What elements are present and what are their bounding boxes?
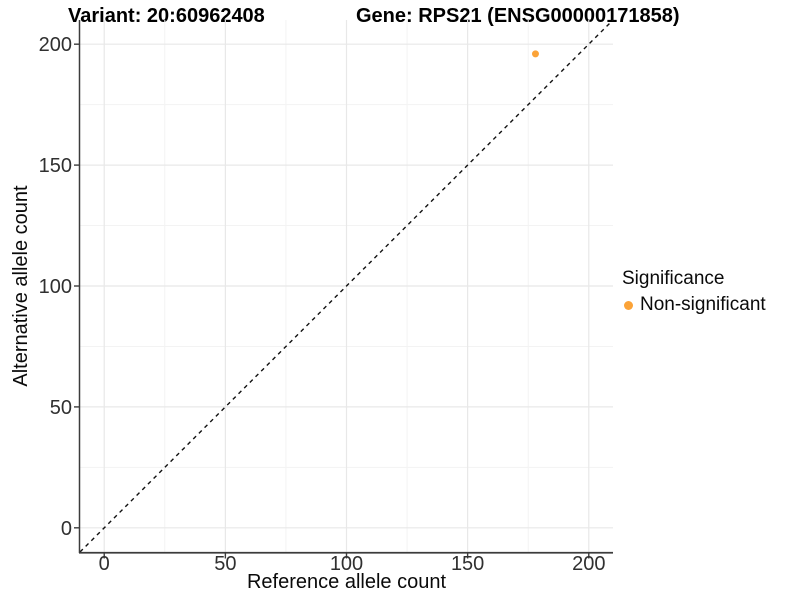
y-tick-label: 200 [39,34,72,56]
x-axis-label: Reference allele count [246,571,446,593]
y-tick-label: 150 [39,155,72,177]
variant-title: Variant: 20:60962408 [68,5,265,27]
legend-item-label: Non-significant [640,294,766,315]
x-tick-label: 0 [99,553,110,575]
y-tick-label: 0 [61,518,72,540]
legend-point-icon [624,300,633,310]
legend: Significance Non-significant [622,269,766,316]
legend-item-non-significant: Non-significant [622,294,766,316]
y-tick-label: 50 [50,397,72,419]
x-tick-label: 100 [330,553,363,575]
x-tick-label: 50 [214,553,236,575]
identity-line [79,19,614,553]
y-tick-label: 100 [39,276,72,298]
data-point [531,50,539,58]
x-tick-label: 150 [451,553,484,575]
gene-title: Gene: RPS21 (ENSG00000171858) [356,5,680,27]
legend-title: Significance [622,268,725,289]
y-axis-label: Alternative allele count [10,185,32,387]
x-tick-label: 200 [572,553,605,575]
